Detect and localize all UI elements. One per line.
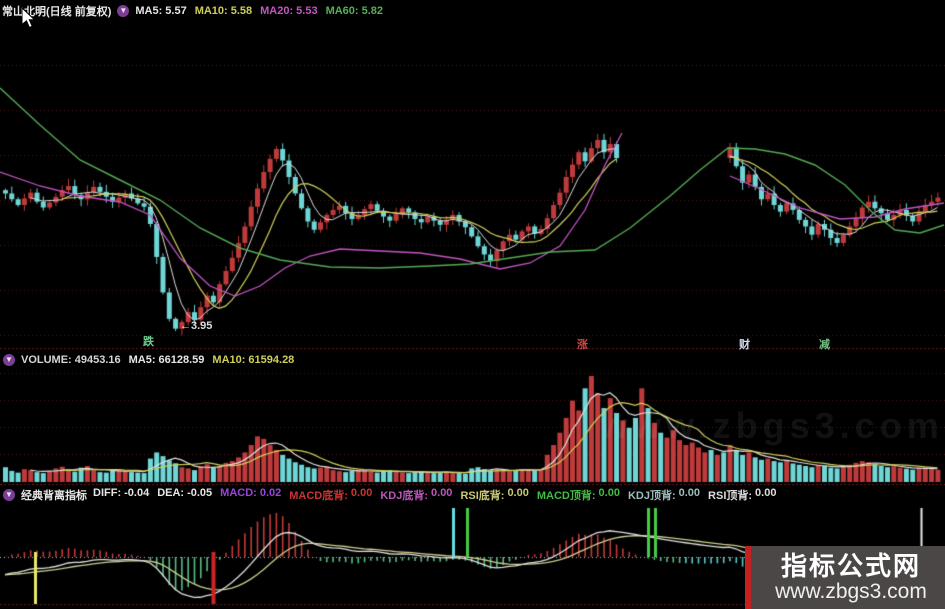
indicator-stat: DEA: -0.05 bbox=[157, 487, 213, 499]
indicator-stat: MACD: 0.02 bbox=[220, 487, 282, 499]
volume-header: ▼ VOLUME: 49453.16 MA5: 66128.59 MA10: 61594.… bbox=[3, 352, 294, 368]
indicator-stats: DIFF: -0.04 DEA: -0.05 MACD: 0.02 MACD底背: 0.00 K… bbox=[93, 487, 776, 503]
ma-stat: MA60: 5.82 bbox=[325, 5, 384, 17]
main-chart-header: 常山北明(日线 前复权) ▼ MA5: 5.57 MA10: 5.58 MA20: 5.5… bbox=[2, 3, 383, 19]
indicator-header: ▼ 经典背离指标 DIFF: -0.04 DEA: -0.05 MACD: 0.02 MAC… bbox=[3, 487, 776, 503]
volume-stats: VOLUME: 49453.16 MA5: 66128.59 MA10: 61594.28 bbox=[21, 354, 294, 366]
indicator-stat: MACD底背: 0.00 bbox=[289, 487, 373, 502]
chart-annotation: 跌 bbox=[143, 336, 154, 348]
watermark-box: 指标公式网 www.zbgs3.com bbox=[745, 546, 945, 609]
indicator-stat: DIFF: -0.04 bbox=[93, 487, 150, 499]
indicator-stat: MACD顶背: 0.00 bbox=[536, 487, 620, 502]
volume-stat: VOLUME: 49453.16 bbox=[21, 354, 121, 366]
chart-annotation: 财 bbox=[739, 339, 750, 351]
stock-title: 常山北明(日线 前复权) bbox=[2, 6, 112, 18]
watermark-url: www.zbgs3.com bbox=[775, 579, 927, 603]
indicator-stat: RSI顶背: 0.00 bbox=[708, 487, 777, 502]
ma-stat: MA10: 5.58 bbox=[194, 5, 253, 17]
mouse-cursor-icon bbox=[22, 8, 36, 29]
watermark-title: 指标公式网 bbox=[780, 550, 921, 581]
chevron-down-icon[interactable]: ▼ bbox=[3, 354, 15, 366]
indicator-title: 经典背离指标 bbox=[21, 490, 87, 502]
indicator-stat: KDJ底背: 0.00 bbox=[380, 487, 453, 502]
ma-stat: MA5: 5.57 bbox=[135, 5, 187, 17]
indicator-stat: KDJ顶背: 0.00 bbox=[627, 487, 701, 502]
volume-stat: MA10: 61594.28 bbox=[212, 354, 295, 366]
chart-annotation: 涨 bbox=[577, 339, 588, 351]
volume-stat: MA5: 66128.59 bbox=[128, 354, 205, 366]
ghost-watermark: www.zbgs3.com bbox=[600, 405, 944, 446]
indicator-stat: RSI底背: 0.00 bbox=[460, 487, 529, 502]
chevron-down-icon[interactable]: ▼ bbox=[117, 5, 130, 17]
chevron-down-icon[interactable]: ▼ bbox=[3, 489, 15, 501]
chart-annotation: ←3.95 bbox=[180, 320, 213, 332]
ma-stats: MA5: 5.57 MA10: 5.58 MA20: 5.53 MA60: 5.82 bbox=[135, 5, 383, 17]
chart-annotation: 减 bbox=[819, 339, 830, 351]
ma-stat: MA20: 5.53 bbox=[260, 5, 318, 17]
